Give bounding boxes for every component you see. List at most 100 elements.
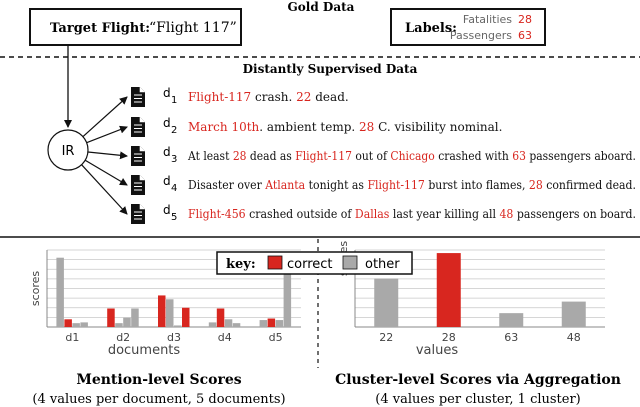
right-chart-title: Cluster-level Scores via Aggregation: [335, 372, 621, 388]
entity-mention: 48: [499, 207, 513, 221]
document-icon: [131, 204, 145, 224]
document-id: d: [163, 203, 171, 217]
entity-mention: Dallas: [355, 207, 389, 221]
sentence-text: tonight as: [305, 178, 367, 192]
left-chart-subtitle: (4 values per document, 5 documents): [32, 392, 285, 407]
document-icon: [131, 117, 145, 137]
fatalities-value: 28: [518, 13, 532, 26]
ir-arrows: [81, 96, 128, 215]
entity-mention: Flight-456: [188, 207, 246, 221]
legend-other-swatch: [342, 255, 358, 270]
entity-mention: 28: [233, 149, 247, 163]
labels-box: [390, 8, 546, 46]
sentence-text: confirmed dead.: [543, 178, 636, 192]
document-sentence: At least 28 dead as Flight-117 out of Ch…: [187, 149, 636, 163]
document-id-subscript: 3: [171, 154, 177, 165]
sentence-text: At least: [187, 149, 233, 163]
sentence-text: last year killing all: [389, 207, 499, 221]
distant-data-title: Distantly Supervised Data: [243, 62, 418, 76]
x-tick-label: d2: [116, 331, 130, 344]
x-tick-label: 48: [567, 331, 581, 344]
target-flight-box: [29, 8, 242, 46]
x-tick-label: 63: [504, 331, 518, 344]
bar-d3-2: [166, 299, 174, 327]
bar-d4-1: [208, 322, 217, 327]
entity-mention: 63: [512, 149, 526, 163]
bar-d3-4: [182, 307, 190, 327]
x-tick-label: d3: [167, 331, 181, 344]
sentence-text: crashed outside of: [246, 207, 355, 221]
bar-d1-2: [64, 319, 72, 327]
bar-d2-3: [123, 317, 131, 327]
sentence-text: dead.: [311, 90, 348, 104]
legend-correct-label: correct: [287, 257, 333, 272]
bar-d3-1: [158, 295, 166, 327]
legend-other-label: other: [365, 257, 400, 272]
document-icon: [131, 175, 145, 195]
bar-d4-4: [232, 323, 241, 327]
document-sentence: Disaster over Atlanta tonight as Flight-…: [188, 178, 636, 192]
legend-key-label: key:: [226, 257, 256, 272]
document-id-subscript: 1: [171, 95, 177, 106]
target-flight-value: “Flight 117”: [149, 20, 237, 36]
bar-d1-4: [80, 322, 88, 327]
passengers-label: Passengers: [450, 29, 512, 42]
entity-mention: Flight-117: [295, 149, 352, 163]
entity-mention: March 10th: [188, 120, 260, 134]
ir-arrow: [81, 164, 128, 215]
ir-label: IR: [62, 144, 75, 159]
labels-title: Labels:: [405, 21, 457, 36]
bar-d2-4: [131, 308, 139, 327]
bar-value-28: [436, 253, 461, 327]
x-tick-label: 28: [442, 331, 456, 344]
mention-level-chart: scores documents d1 d2 d3 d4 d5: [29, 249, 301, 358]
sentence-text: crash.: [251, 90, 296, 104]
bar-d3-3: [174, 325, 182, 327]
legend-correct-swatch: [267, 255, 283, 270]
target-flight-label: Target Flight:: [50, 21, 150, 36]
entity-mention: Atlanta: [264, 178, 305, 192]
document-id-subscript: 2: [171, 125, 177, 136]
document-id-subscript: 4: [171, 183, 177, 194]
entity-mention: Flight-117: [188, 90, 251, 104]
ir-arrow: [84, 159, 128, 186]
x-tick-label: d1: [65, 331, 79, 344]
document-rows: d1 Flight-117 crash. 22 dead.d2 March 10th…: [131, 86, 636, 224]
fatalities-label: Fatalities: [463, 13, 512, 26]
sentence-text: burst into flames,: [425, 178, 529, 192]
x-tick-label: 22: [379, 331, 393, 344]
document-id: d: [163, 174, 171, 188]
entity-mention: 28: [359, 120, 374, 134]
entity-mention: Chicago: [390, 149, 434, 163]
document-id: d: [163, 145, 171, 159]
bar-d4-3: [224, 319, 233, 327]
document-icon: [131, 87, 145, 107]
gold-data-title: Gold Data: [288, 0, 355, 14]
sentence-text: out of: [352, 149, 390, 163]
bar-d4-2: [216, 308, 225, 327]
bar-d5-4: [283, 270, 292, 327]
ir-arrow: [86, 125, 128, 144]
x-axis-label: values: [416, 343, 459, 358]
sentence-text: . ambient temp.: [259, 120, 359, 134]
document-id-subscript: 5: [171, 212, 177, 223]
entity-mention: 28: [529, 178, 543, 192]
document-id: d: [163, 86, 171, 100]
passengers-value: 63: [518, 29, 532, 42]
entity-mention: Flight-117: [367, 178, 424, 192]
x-axis-label: documents: [108, 343, 181, 358]
bar-d5-2: [267, 318, 276, 327]
ir-node: [47, 129, 89, 171]
sentence-text: C. visibility nominal.: [374, 120, 502, 134]
bar-d2-1: [107, 308, 115, 327]
bar-d5-1: [259, 320, 268, 327]
bar-value-63: [499, 313, 524, 327]
document-icon: [131, 146, 145, 166]
legend-box: [216, 251, 413, 275]
document-id: d: [163, 116, 171, 130]
x-tick-label: d4: [218, 331, 232, 344]
document-sentence: Flight-117 crash. 22 dead.: [188, 90, 349, 104]
document-sentence: Flight-456 crashed outside of Dallas las…: [188, 207, 636, 221]
document-sentence: March 10th. ambient temp. 28 C. visibili…: [188, 120, 502, 134]
